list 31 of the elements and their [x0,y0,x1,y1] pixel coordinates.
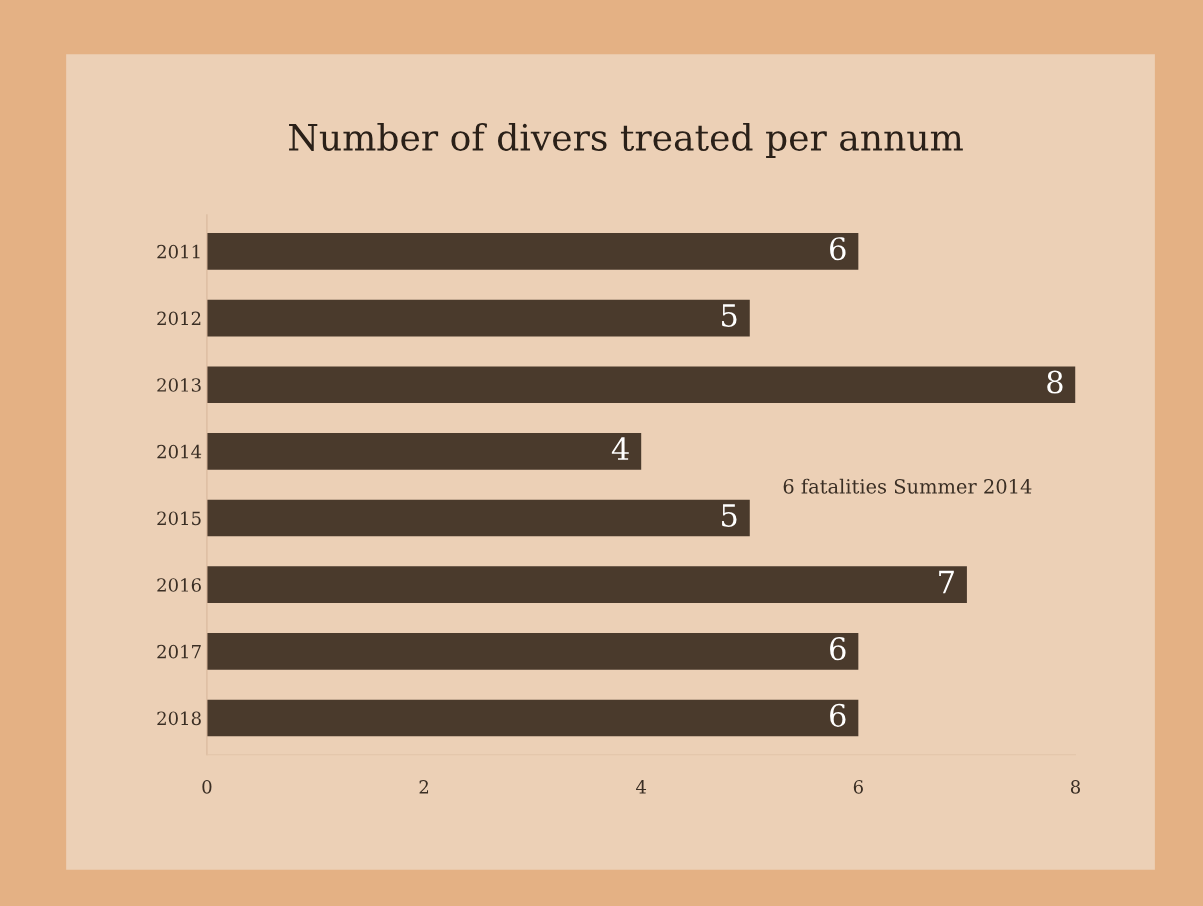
x-tick-label: 0 [202,780,212,794]
y-tick-label: 2013 [157,378,201,392]
y-tick-label: 2016 [157,578,201,592]
bar [206,499,750,537]
bar [206,366,1076,404]
bar [206,233,859,270]
bar [206,299,750,337]
y-tick-label: 2014 [157,444,202,459]
data-label: 6 [830,237,846,261]
data-label: 5 [722,304,737,327]
bar [206,699,859,737]
y-tick-label: 2015 [157,511,201,526]
bar [206,433,642,470]
x-tick-label: 8 [1070,780,1081,794]
x-tick-label: 2 [419,780,429,794]
y-tick-label: 2011 [157,244,200,259]
bar [206,566,967,604]
data-label: 5 [722,504,737,527]
y-tick-label: 2017 [157,644,201,659]
chart-title: Number of divers treated per annum [289,122,963,158]
bar [206,633,859,670]
data-label: 6 [830,637,846,661]
x-tick-label: 4 [636,780,647,794]
data-label: 4 [611,437,629,460]
y-tick-label: 2018 [157,711,201,726]
y-tick-label: 2012 [157,311,201,326]
data-label: 6 [830,703,846,727]
data-label: 7 [939,570,954,594]
annotation: 6 fatalities Summer 2014 [783,478,1032,494]
data-label: 8 [1047,370,1063,394]
x-tick-label: 6 [853,780,863,794]
